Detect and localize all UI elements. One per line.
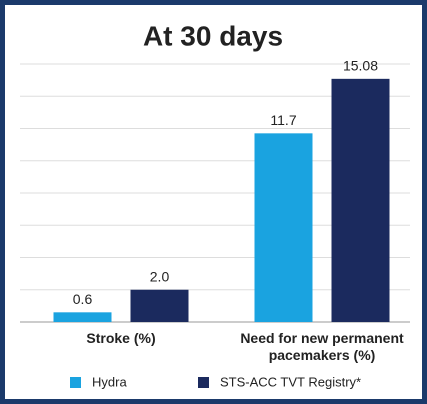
- bar: [331, 78, 390, 323]
- data-label: 0.6: [73, 291, 93, 307]
- chart-title: At 30 days: [143, 20, 283, 51]
- bar: [254, 133, 313, 322]
- data-label: 2.0: [150, 268, 170, 284]
- data-label: 11.7: [270, 112, 296, 128]
- data-label: 15.08: [343, 58, 378, 74]
- legend-swatch: [70, 377, 81, 388]
- x-tick-label: Need for new permanent pacemakers (%): [240, 330, 404, 363]
- legend-swatch: [198, 377, 209, 388]
- legend-label: STS-ACC TVT Registry*: [220, 374, 361, 389]
- bar: [130, 289, 189, 322]
- x-tick-label: Stroke (%): [86, 330, 156, 346]
- legend-label: Hydra: [92, 374, 127, 389]
- bar: [53, 312, 112, 322]
